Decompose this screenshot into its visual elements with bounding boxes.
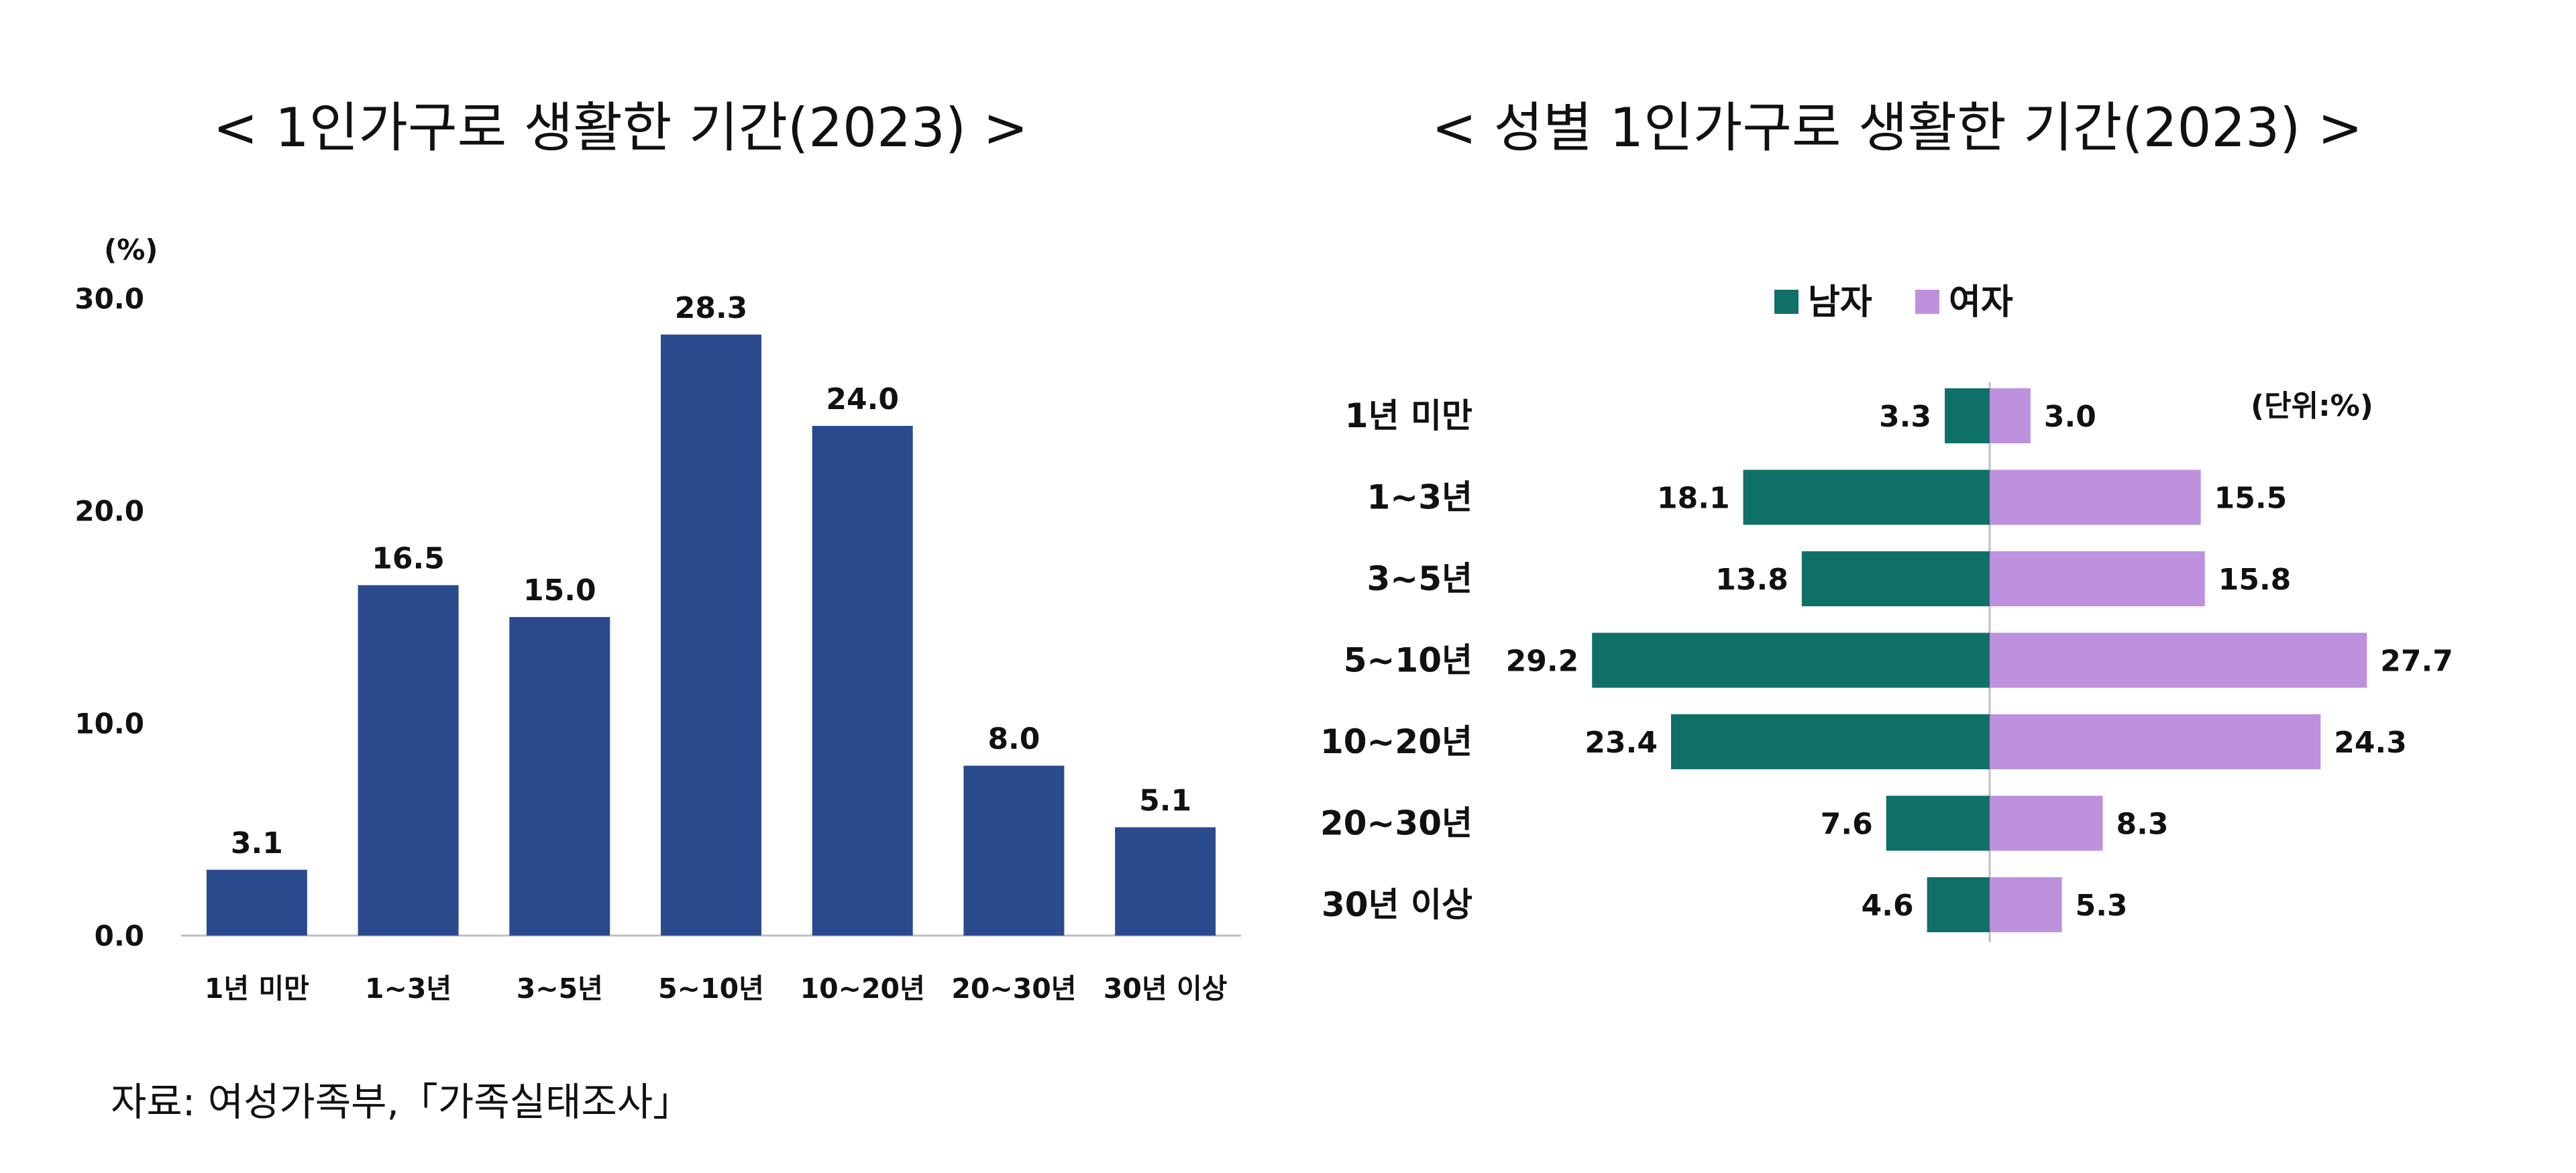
male-value-label: 23.4 xyxy=(1585,726,1658,760)
category-label: 30년 이상 xyxy=(1322,885,1472,924)
male-value-label: 4.6 xyxy=(1862,889,1914,923)
bar xyxy=(206,869,307,936)
legend-swatch-female xyxy=(1915,290,1939,314)
bar-value-label: 15.0 xyxy=(523,573,596,608)
male-value-label: 7.6 xyxy=(1821,807,1873,842)
bar-value-label: 3.1 xyxy=(231,826,283,860)
legend: 남자 여자 xyxy=(1774,282,2013,323)
category-label: 10~20년 xyxy=(1320,722,1472,761)
bar-value-label: 24.0 xyxy=(826,382,899,416)
source-note: 자료: 여성가족부,「가족실태조사」 xyxy=(111,1079,692,1125)
female-value-label: 3.0 xyxy=(2044,400,2096,434)
male-value-label: 13.8 xyxy=(1715,563,1788,597)
y-tick-label: 0.0 xyxy=(95,919,144,952)
bar-female xyxy=(1990,714,2321,769)
y-tick-label: 10.0 xyxy=(74,707,144,740)
category-label: 3~5년 xyxy=(1367,559,1472,598)
bar-male xyxy=(1801,551,1990,606)
male-value-label: 18.1 xyxy=(1657,482,1730,516)
legend-label-female: 여자 xyxy=(1949,282,2013,323)
y-axis-unit-label: (%) xyxy=(104,233,158,266)
legend-label-male: 남자 xyxy=(1808,282,1872,323)
bar-male xyxy=(1886,795,1990,851)
female-value-label: 24.3 xyxy=(2334,726,2407,760)
bar-value-label: 16.5 xyxy=(372,542,445,576)
unit-note: (단위:%) xyxy=(2251,389,2373,423)
bar-female xyxy=(1990,388,2031,443)
category-label: 1년 미만 xyxy=(1345,396,1472,435)
x-tick-label: 5~10년 xyxy=(658,972,764,1005)
bar-male xyxy=(1743,469,1990,525)
x-tick-label: 1~3년 xyxy=(365,972,451,1005)
bar xyxy=(509,617,610,936)
bar xyxy=(812,426,913,936)
right-plot-area: 1년 미만 3.3 3.0 1~3년 18.1 15.5 3~5년 13.8 15.8 5~10년… xyxy=(1320,382,2453,942)
female-value-label: 5.3 xyxy=(2076,889,2128,923)
legend-swatch-male xyxy=(1774,290,1799,314)
bar xyxy=(358,585,459,936)
left-plot-area: 0.0 10.0 20.0 30.0 3.1 1년 미만 16.5 1~3년 15.0 3~5년 2… xyxy=(74,282,1241,1005)
bar xyxy=(1115,827,1216,936)
right-chart-title: < 성별 1인가구로 생활한 기간(2023) > xyxy=(1432,97,2363,159)
bar xyxy=(963,765,1065,936)
bar-female xyxy=(1990,469,2201,525)
bar-male xyxy=(1670,714,1990,769)
bar-female xyxy=(1990,551,2205,606)
category-label: 1~3년 xyxy=(1367,478,1472,517)
female-value-label: 15.5 xyxy=(2214,482,2288,516)
female-value-label: 8.3 xyxy=(2116,807,2168,842)
x-tick-label: 3~5년 xyxy=(517,972,603,1005)
bar-male xyxy=(1945,388,1990,443)
bar-value-label: 5.1 xyxy=(1139,784,1191,818)
category-label: 5~10년 xyxy=(1344,641,1472,680)
x-tick-label: 1년 미만 xyxy=(205,972,309,1005)
x-tick-label: 30년 이상 xyxy=(1104,972,1228,1005)
x-tick-label: 20~30년 xyxy=(951,972,1076,1005)
bar-value-label: 8.0 xyxy=(987,722,1040,757)
category-label: 20~30년 xyxy=(1320,804,1472,843)
female-value-label: 27.7 xyxy=(2380,645,2453,679)
y-tick-label: 20.0 xyxy=(74,495,144,528)
bar-male xyxy=(1927,877,1990,932)
bar-female xyxy=(1990,632,2367,688)
y-tick-label: 30.0 xyxy=(74,282,144,315)
female-value-label: 15.8 xyxy=(2218,563,2292,597)
bar-female xyxy=(1990,795,2103,851)
bar xyxy=(661,334,761,936)
x-tick-label: 10~20년 xyxy=(800,972,925,1005)
bar-male xyxy=(1592,632,1990,688)
male-value-label: 3.3 xyxy=(1879,400,1931,434)
bar-female xyxy=(1990,877,2062,932)
male-value-label: 29.2 xyxy=(1506,645,1579,679)
left-chart-title: < 1인가구로 생활한 기간(2023) > xyxy=(213,97,1028,159)
bar-value-label: 28.3 xyxy=(675,291,748,325)
